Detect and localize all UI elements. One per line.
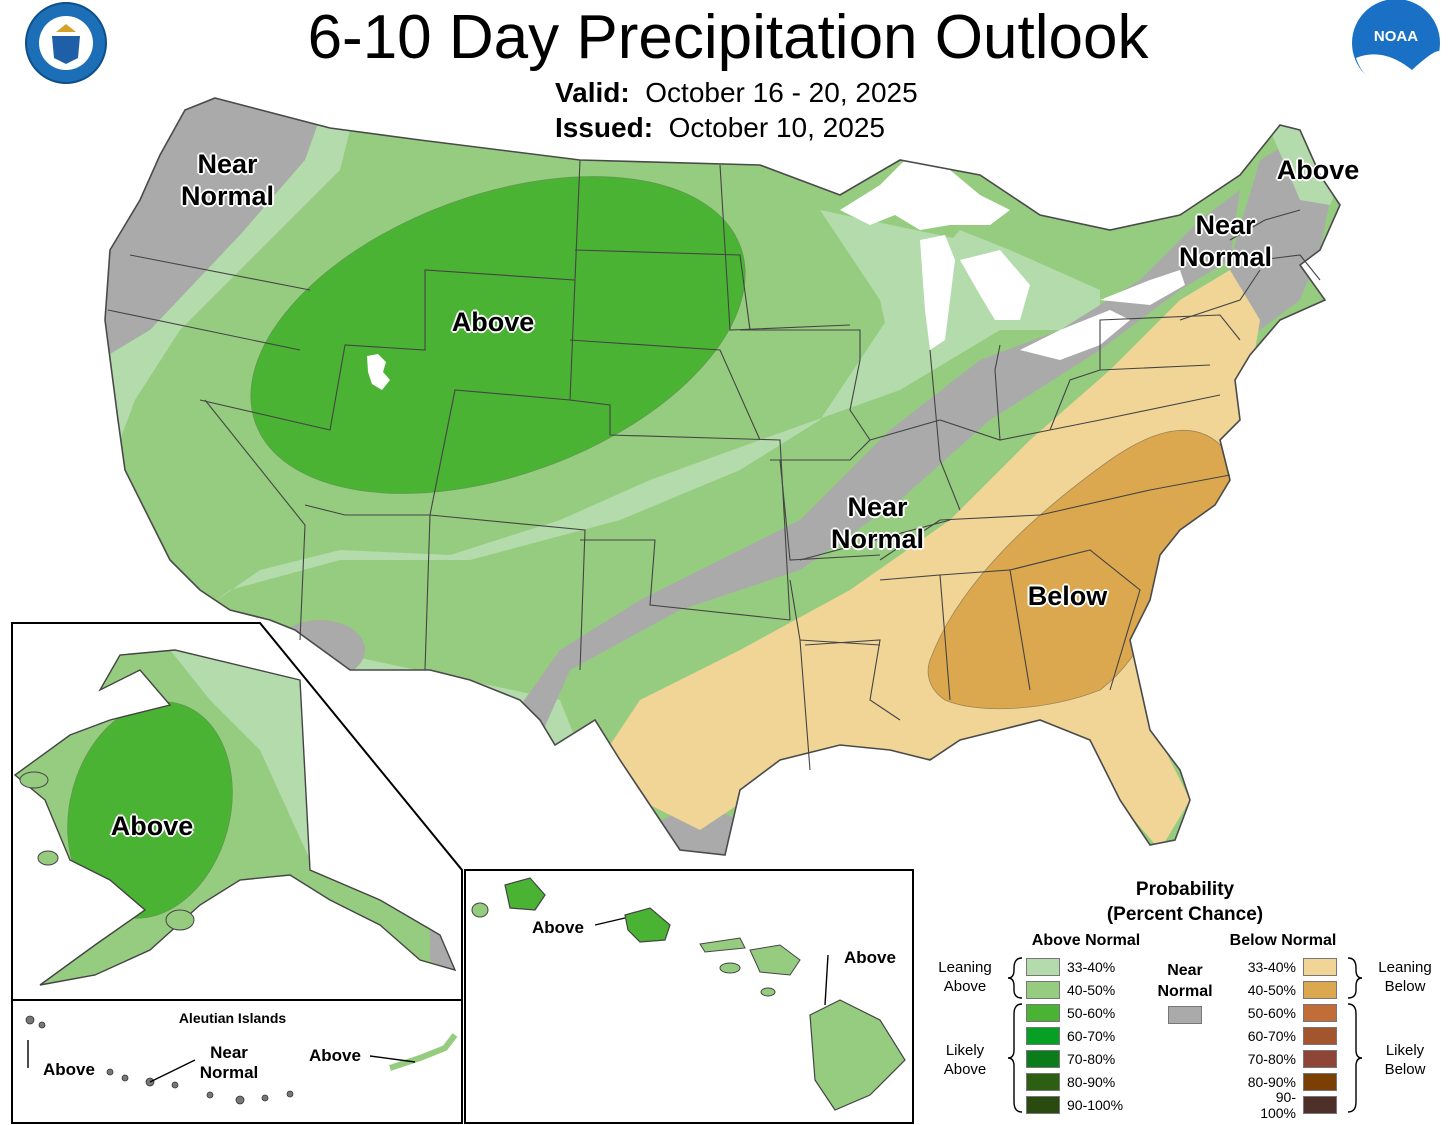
legend-title: Probability (Percent Chance) <box>1106 879 1264 925</box>
legend-above-item: 40-50% <box>1026 980 1115 1000</box>
legend-brackets <box>1007 957 1363 1113</box>
label-southeast-below: Below <box>1027 581 1108 611</box>
legend-above-range: 90-100% <box>1067 1097 1124 1113</box>
aleutian-title: Aleutian Islands <box>178 1010 287 1026</box>
legend-below-range: 40-50% <box>1247 982 1296 998</box>
legend-above-swatch <box>1026 1096 1060 1114</box>
legend-above-item: 33-40% <box>1026 957 1115 977</box>
issued-date: October 10, 2025 <box>668 112 885 143</box>
legend-likely-above: Likely Above <box>943 1042 987 1078</box>
legend-above-header: Above Normal <box>1031 932 1141 949</box>
legend-below-swatch <box>1303 1096 1337 1114</box>
legend-below-swatch <box>1303 1004 1337 1022</box>
conus-map <box>104 97 1341 856</box>
legend-above-range: 60-70% <box>1067 1028 1116 1044</box>
legend-likely-below: Likely Below <box>1384 1042 1426 1078</box>
label-aleutian-west-above: Above <box>43 1060 95 1079</box>
legend-above-swatch <box>1026 1004 1060 1022</box>
legend-above-swatch <box>1026 1027 1060 1045</box>
legend-below-swatch <box>1303 958 1337 976</box>
se-leaning-below-zone <box>600 270 1260 850</box>
map-title: 6-10 Day Precipitation Outlook <box>307 3 1149 72</box>
legend-above-item: 60-70% <box>1026 1026 1115 1046</box>
legend-below-item: 33-40% <box>1240 957 1337 977</box>
legend-below-item: 80-90% <box>1240 1072 1337 1092</box>
legend-above-item: 50-60% <box>1026 1003 1115 1023</box>
legend-above-swatch <box>1026 1073 1060 1091</box>
noaa-logo-text: NOAA <box>1373 28 1419 45</box>
legend-below-item: 50-60% <box>1240 1003 1337 1023</box>
legend-above-range: 33-40% <box>1067 959 1116 975</box>
legend-below-item: 90-100% <box>1240 1089 1337 1121</box>
legend-below-swatch <box>1303 981 1337 999</box>
legend-above-swatch <box>1026 981 1060 999</box>
legend-above-item: 70-80% <box>1026 1049 1115 1069</box>
issued-label: Issued: <box>555 112 654 143</box>
legend-below-swatch <box>1303 1073 1337 1091</box>
label-alaska-above: Above <box>110 811 194 841</box>
label-central-above: Above <box>451 307 535 337</box>
valid-line: Valid: October 16 - 20, 2025 <box>555 76 918 110</box>
legend-below-swatch <box>1303 1050 1337 1068</box>
legend-above-swatch <box>1026 1050 1060 1068</box>
issued-line: Issued: October 10, 2025 <box>555 111 885 145</box>
legend-below-item: 70-80% <box>1240 1049 1337 1069</box>
hawaii-inset <box>464 869 914 1124</box>
legend-above-range: 70-80% <box>1067 1051 1116 1067</box>
legend-leaning-below: Leaning Below <box>1378 959 1432 995</box>
legend-below-range: 90-100% <box>1260 1089 1296 1121</box>
legend-below-range: 33-40% <box>1247 959 1296 975</box>
label-big-island-above: Above <box>844 948 896 967</box>
label-mid-near-normal: Near Normal <box>830 492 925 555</box>
central-above-zone <box>250 176 746 494</box>
valid-label: Valid: <box>555 77 630 108</box>
legend-above-item: 90-100% <box>1026 1095 1123 1115</box>
label-oahu-above: Above <box>532 918 584 937</box>
label-west-near-normal: Near Normal <box>180 149 275 212</box>
legend-above-item: 80-90% <box>1026 1072 1115 1092</box>
legend-below-range: 50-60% <box>1247 1005 1296 1021</box>
legend-below-range: 70-80% <box>1247 1051 1296 1067</box>
legend-above-range: 80-90% <box>1067 1074 1116 1090</box>
label-aleutian-near-normal: Near Normal <box>199 1043 259 1083</box>
noaa-logo <box>1352 0 1440 88</box>
label-maine-above: Above <box>1276 155 1360 185</box>
legend-near-swatch <box>1168 1006 1202 1024</box>
legend-above-range: 50-60% <box>1067 1005 1116 1021</box>
valid-dates: October 16 - 20, 2025 <box>645 77 918 108</box>
alaska-inset <box>11 622 463 1124</box>
label-aleutian-east-above: Above <box>309 1046 361 1065</box>
legend-below-item: 60-70% <box>1240 1026 1337 1046</box>
legend-leaning-above: Leaning Above <box>938 959 992 995</box>
legend-below-range: 80-90% <box>1247 1074 1296 1090</box>
legend-below-item: 40-50% <box>1240 980 1337 1000</box>
legend-above-swatch <box>1026 958 1060 976</box>
legend-below-swatch <box>1303 1027 1337 1045</box>
legend-below-range: 60-70% <box>1247 1028 1296 1044</box>
legend-above-range: 40-50% <box>1067 982 1116 998</box>
legend-below-header: Below Normal <box>1229 932 1337 949</box>
label-ne-near-normal: Near Normal <box>1178 210 1273 273</box>
commerce-seal <box>25 2 107 84</box>
legend-near-header: Near Normal <box>1157 962 1213 1000</box>
